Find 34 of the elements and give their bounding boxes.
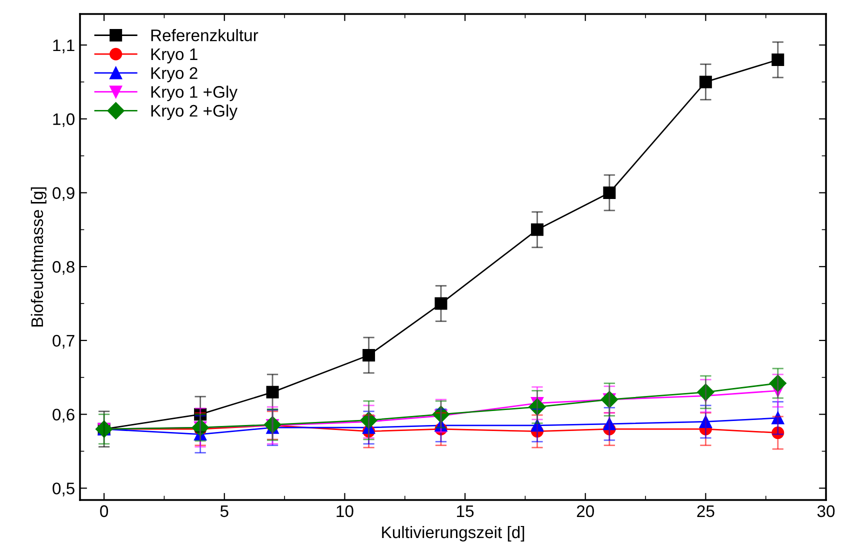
point — [699, 415, 712, 428]
legend-label: Kryo 1 — [151, 48, 198, 64]
point — [603, 418, 616, 430]
y-axis-title: Biofeuchtmasse [g] — [30, 187, 46, 326]
y-tick-label: 0,5 — [52, 482, 74, 496]
point — [266, 386, 279, 398]
x-tick-label: 30 — [817, 505, 835, 518]
y-tick-label: 0,6 — [52, 408, 74, 422]
y-tick-label: 0,8 — [52, 261, 74, 275]
y-tick-label: 1,0 — [53, 113, 74, 128]
point — [360, 412, 378, 429]
legend-label: Kryo 2 — [151, 67, 198, 82]
y-tick-label: 1,1 — [53, 40, 74, 54]
legend-label: Kryo 1 +Gly — [151, 86, 238, 102]
legend-label: Kryo 2 +Gly — [151, 104, 238, 120]
point — [603, 186, 616, 199]
point — [434, 297, 448, 310]
point — [362, 348, 376, 362]
x-tick-label: 5 — [220, 505, 228, 518]
point — [772, 412, 784, 424]
x-tick-label: 0 — [100, 505, 108, 518]
x-tick-label: 15 — [457, 505, 474, 518]
legend-label: Referenzkultur — [151, 29, 258, 42]
point — [530, 223, 544, 236]
y-tick-label: 0,9 — [52, 187, 74, 201]
point — [772, 426, 784, 440]
x-axis-title: Kultivierungszeit [d] — [382, 526, 524, 542]
x-tick-label: 10 — [336, 505, 354, 518]
point — [772, 54, 784, 66]
x-tick-label: 20 — [576, 505, 594, 518]
x-tick-label: 25 — [697, 505, 714, 518]
point — [699, 76, 712, 88]
y-tick-label: 0,7 — [52, 334, 74, 349]
point — [194, 408, 207, 421]
